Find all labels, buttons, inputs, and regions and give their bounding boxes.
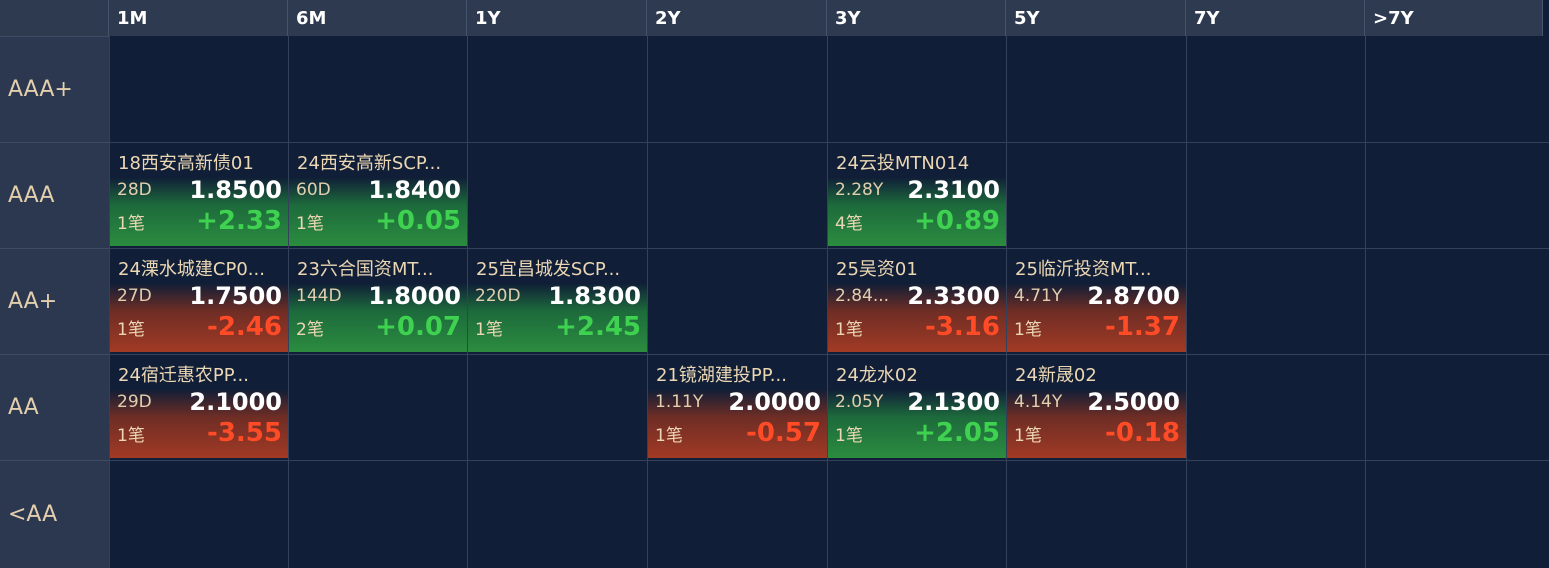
yield-change: +2.05	[914, 418, 1000, 448]
row-label-4: <AA	[0, 460, 109, 568]
bond-card[interactable]: 24云投MTN014 2.28Y 2.3100 4笔 +0.89	[828, 143, 1006, 246]
bond-yield: 1.7500	[189, 282, 282, 310]
bond-yield: 2.3300	[907, 282, 1000, 310]
row-label-1: AAA	[0, 142, 109, 248]
bond-name: 24西安高新SCP...	[297, 153, 442, 174]
bond-name: 24溧水城建CP0...	[118, 259, 265, 280]
bond-card[interactable]: 24龙水02 2.05Y 2.1300 1笔 +2.05	[828, 355, 1006, 458]
grid-vline	[467, 36, 468, 568]
bond-term: 144D	[296, 286, 342, 306]
bond-card[interactable]: 21镜湖建投PP... 1.11Y 2.0000 1笔 -0.57	[648, 355, 827, 458]
yield-change: +2.33	[196, 206, 282, 236]
bond-name: 24新晟02	[1015, 365, 1097, 386]
column-header-4[interactable]: 3Y	[827, 0, 1006, 36]
yield-change: -0.57	[746, 418, 821, 448]
bond-name: 24龙水02	[836, 365, 918, 386]
bond-name: 25临沂投资MT...	[1015, 259, 1152, 280]
trade-count: 1笔	[835, 320, 863, 340]
bond-term: 4.71Y	[1014, 286, 1063, 306]
trade-count: 1笔	[1014, 320, 1042, 340]
bond-name: 18西安高新债01	[118, 153, 254, 174]
grid-vline	[1186, 36, 1187, 568]
bond-term: 60D	[296, 180, 331, 200]
column-header-5[interactable]: 5Y	[1006, 0, 1186, 36]
grid-vline	[1365, 36, 1366, 568]
column-header-1[interactable]: 6M	[288, 0, 467, 36]
yield-change: -2.46	[207, 312, 282, 342]
bond-term: 27D	[117, 286, 152, 306]
column-header-6[interactable]: 7Y	[1186, 0, 1365, 36]
row-label-3: AA	[0, 354, 109, 460]
trade-count: 1笔	[1014, 426, 1042, 446]
trade-count: 1笔	[296, 214, 324, 234]
bond-card[interactable]: 24新晟02 4.14Y 2.5000 1笔 -0.18	[1007, 355, 1186, 458]
yield-change: +0.89	[914, 206, 1000, 236]
yield-change: -1.37	[1105, 312, 1180, 342]
bond-name: 21镜湖建投PP...	[656, 365, 787, 386]
bond-yield: 2.1000	[189, 388, 282, 416]
bond-card[interactable]: 24西安高新SCP... 60D 1.8400 1笔 +0.05	[289, 143, 467, 246]
bond-yield: 2.3100	[907, 176, 1000, 204]
column-header-2[interactable]: 1Y	[467, 0, 647, 36]
bond-name: 25宜昌城发SCP...	[476, 259, 621, 280]
bond-card[interactable]: 18西安高新债01 28D 1.8500 1笔 +2.33	[110, 143, 288, 246]
trade-count: 1笔	[117, 426, 145, 446]
yield-change: -0.18	[1105, 418, 1180, 448]
row-label-2: AA+	[0, 248, 109, 354]
bond-name: 24宿迁惠农PP...	[118, 365, 249, 386]
bond-card[interactable]: 25宜昌城发SCP... 220D 1.8300 1笔 +2.45	[468, 249, 647, 352]
column-header-0[interactable]: 1M	[109, 0, 288, 36]
bond-term: 1.11Y	[655, 392, 704, 412]
bond-term: 28D	[117, 180, 152, 200]
bond-yield: 1.8000	[368, 282, 461, 310]
grid-vline	[827, 36, 828, 568]
bond-yield: 2.5000	[1087, 388, 1180, 416]
header-corner	[0, 0, 109, 36]
trade-count: 2笔	[296, 320, 324, 340]
bond-card[interactable]: 23六合国资MT... 144D 1.8000 2笔 +0.07	[289, 249, 467, 352]
trade-count: 4笔	[835, 214, 863, 234]
bond-term: 2.28Y	[835, 180, 884, 200]
yield-change: -3.16	[925, 312, 1000, 342]
trade-count: 1笔	[475, 320, 503, 340]
bond-card[interactable]: 24溧水城建CP0... 27D 1.7500 1笔 -2.46	[110, 249, 288, 352]
bond-term: 29D	[117, 392, 152, 412]
bond-yield: 2.0000	[728, 388, 821, 416]
trade-count: 1笔	[835, 426, 863, 446]
bond-yield: 2.1300	[907, 388, 1000, 416]
bond-card[interactable]: 25吴资01 2.84... 2.3300 1笔 -3.16	[828, 249, 1006, 352]
bond-name: 25吴资01	[836, 259, 918, 280]
grid-vline	[109, 36, 110, 568]
column-header-3[interactable]: 2Y	[647, 0, 827, 36]
grid-vline	[647, 36, 648, 568]
yield-change: +0.07	[375, 312, 461, 342]
bond-name: 24云投MTN014	[836, 153, 970, 174]
bond-card[interactable]: 24宿迁惠农PP... 29D 2.1000 1笔 -3.55	[110, 355, 288, 458]
bond-yield: 1.8300	[548, 282, 641, 310]
grid-hline	[109, 460, 1549, 461]
grid-hline	[109, 354, 1549, 355]
trade-count: 1笔	[655, 426, 683, 446]
bond-card[interactable]: 25临沂投资MT... 4.71Y 2.8700 1笔 -1.37	[1007, 249, 1186, 352]
trade-count: 1笔	[117, 214, 145, 234]
yield-change: +2.45	[555, 312, 641, 342]
yield-change: -3.55	[207, 418, 282, 448]
bond-term: 220D	[475, 286, 521, 306]
bond-term: 2.84...	[835, 286, 890, 306]
grid-vline	[1006, 36, 1007, 568]
grid-hline	[109, 142, 1549, 143]
bond-yield: 1.8400	[368, 176, 461, 204]
grid-hline	[109, 248, 1549, 249]
bond-yield: 1.8500	[189, 176, 282, 204]
bond-yield: 2.8700	[1087, 282, 1180, 310]
bond-term: 4.14Y	[1014, 392, 1063, 412]
yield-change: +0.05	[375, 206, 461, 236]
row-label-0: AAA+	[0, 36, 109, 142]
column-header-7[interactable]: >7Y	[1365, 0, 1543, 36]
trade-count: 1笔	[117, 320, 145, 340]
bond-name: 23六合国资MT...	[297, 259, 434, 280]
bond-term: 2.05Y	[835, 392, 884, 412]
grid-vline	[288, 36, 289, 568]
